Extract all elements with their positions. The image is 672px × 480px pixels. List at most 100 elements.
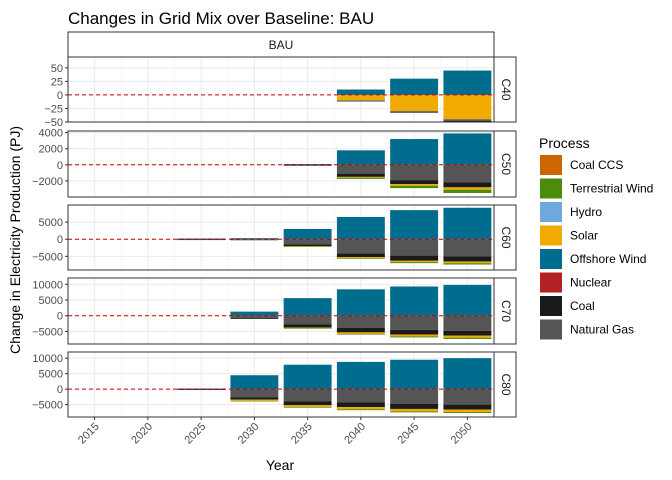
bar-offshore-wind-2050 bbox=[443, 70, 492, 95]
x-tick-label: 2045 bbox=[396, 421, 422, 447]
y-tick-label: 2000 bbox=[39, 144, 63, 156]
legend-label: Coal CCS bbox=[570, 158, 623, 172]
bar-offshore-wind-2030 bbox=[230, 311, 279, 316]
bar-offshore-wind-2050 bbox=[443, 358, 492, 390]
bar-coal-2045 bbox=[390, 404, 439, 409]
x-tick-label: 2030 bbox=[236, 421, 262, 447]
bar-coal-2030 bbox=[230, 317, 279, 319]
y-tick-label: 5000 bbox=[39, 295, 63, 307]
bar-coal-2045 bbox=[390, 255, 439, 261]
bar-coal-2035 bbox=[283, 401, 332, 406]
row-strip-label: C60 bbox=[499, 226, 513, 248]
bar-coal-2050 bbox=[443, 330, 492, 336]
row-strip-box bbox=[493, 204, 517, 271]
y-axis-title: Change in Electricity Production (PJ) bbox=[7, 126, 23, 354]
y-tick-label: 0 bbox=[57, 90, 63, 102]
bar-natural-gas-2040 bbox=[336, 389, 385, 403]
bar-offshore-wind-2045 bbox=[390, 359, 439, 390]
y-tick-label: −50 bbox=[44, 117, 63, 129]
y-tick-label: 0 bbox=[57, 311, 63, 323]
bar-offshore-wind-2030 bbox=[230, 238, 279, 240]
bar-coal-2025 bbox=[177, 389, 226, 390]
bar-terrestrial-wind-2045 bbox=[390, 262, 439, 264]
x-tick-label: 2025 bbox=[183, 421, 209, 447]
legend-swatch bbox=[540, 202, 562, 222]
legend-item-nuclear: Nuclear bbox=[540, 272, 611, 293]
bar-solar-2035 bbox=[283, 405, 332, 408]
legend-item-solar: Solar bbox=[540, 225, 598, 246]
y-tick-label: 0 bbox=[57, 160, 63, 172]
y-tick-label: 5000 bbox=[39, 369, 63, 381]
bar-natural-gas-2050 bbox=[443, 315, 492, 331]
row-strip-box bbox=[493, 130, 517, 198]
legend-label: Terrestrial Wind bbox=[570, 182, 653, 196]
legend-title: Process bbox=[539, 135, 590, 151]
bar-solar-2045 bbox=[390, 334, 439, 337]
legend-item-coal: Coal bbox=[540, 296, 595, 316]
x-axis: 2015 2020 2025 2030 2035 2040 2045 2050 bbox=[76, 417, 475, 446]
bar-natural-gas-2030 bbox=[230, 389, 279, 398]
bar-terrestrial-wind-2050 bbox=[443, 263, 492, 265]
bar-solar-2050 bbox=[443, 187, 492, 190]
row-strip-box bbox=[493, 56, 517, 123]
bar-offshore-wind-2040 bbox=[336, 150, 385, 165]
y-tick-label: −2000 bbox=[32, 176, 63, 188]
bar-solar-2040 bbox=[336, 94, 385, 101]
bar-natural-gas-2050 bbox=[443, 164, 492, 183]
bar-terrestrial-wind-2040 bbox=[336, 258, 385, 259]
bar-offshore-wind-2045 bbox=[390, 78, 439, 95]
bar-coal-2050 bbox=[443, 256, 492, 262]
legend-label: Hydro bbox=[570, 205, 602, 219]
bar-solar-2045 bbox=[390, 408, 439, 412]
bar-offshore-wind-2050 bbox=[443, 207, 492, 240]
x-tick-label: 2040 bbox=[342, 421, 368, 447]
bar-solar-2035 bbox=[283, 246, 332, 247]
bar-terrestrial-wind-2045 bbox=[390, 185, 439, 189]
bar-terrestrial-wind-2040 bbox=[336, 409, 385, 411]
bar-offshore-wind-2030 bbox=[230, 375, 279, 390]
bar-natural-gas-2040 bbox=[336, 164, 385, 174]
column-strip-label: BAU bbox=[269, 38, 294, 52]
bar-terrestrial-wind-2035 bbox=[283, 246, 332, 247]
legend: Process Coal CCS Terrestrial Wind Hydro Sol… bbox=[539, 135, 653, 340]
bar-natural-gas-2050 bbox=[443, 119, 492, 121]
bar-offshore-wind-2035 bbox=[283, 228, 332, 240]
bar-natural-gas-2045 bbox=[390, 315, 439, 330]
legend-label: Natural Gas bbox=[570, 323, 634, 337]
bar-terrestrial-wind-2035 bbox=[283, 407, 332, 408]
bar-natural-gas-2035 bbox=[283, 239, 332, 245]
bar-coal-2030 bbox=[230, 239, 279, 241]
bar-natural-gas-2045 bbox=[390, 389, 439, 404]
legend-item-coal-ccs: Coal CCS bbox=[540, 155, 623, 175]
bar-coal-2030 bbox=[230, 397, 279, 400]
bar-offshore-wind-2045 bbox=[390, 139, 439, 165]
legend-item-natural-gas: Natural Gas bbox=[540, 319, 634, 340]
row-strip-label: C40 bbox=[499, 78, 513, 100]
x-tick-label: 2020 bbox=[129, 421, 155, 447]
legend-label: Nuclear bbox=[570, 276, 611, 290]
bar-offshore-wind-2040 bbox=[336, 89, 385, 95]
bar-solar-2050 bbox=[443, 335, 492, 338]
bar-offshore-wind-2040 bbox=[336, 216, 385, 240]
bar-coal-2050 bbox=[443, 120, 492, 122]
bar-coal-2040 bbox=[336, 173, 385, 177]
bar-terrestrial-wind-2040 bbox=[336, 177, 385, 179]
bar-terrestrial-wind-2035 bbox=[283, 328, 332, 329]
legend-swatch bbox=[540, 249, 562, 269]
legend-swatch bbox=[540, 319, 562, 340]
x-tick-label: 2035 bbox=[289, 421, 315, 447]
bar-natural-gas-2030 bbox=[230, 315, 279, 318]
bar-offshore-wind-2035 bbox=[283, 364, 332, 390]
bar-coal-2050 bbox=[443, 182, 492, 188]
bar-coal-2040 bbox=[336, 100, 385, 102]
bar-offshore-wind-2050 bbox=[443, 133, 492, 165]
row-strip-box bbox=[493, 277, 517, 345]
bar-natural-gas-2035 bbox=[283, 389, 332, 402]
legend-swatch bbox=[540, 272, 562, 293]
bar-coal-2035 bbox=[283, 244, 332, 247]
bar-solar-2050 bbox=[443, 409, 492, 413]
legend-swatch bbox=[540, 178, 562, 199]
bar-offshore-wind-2040 bbox=[336, 289, 385, 316]
bar-offshore-wind-2050 bbox=[443, 284, 492, 316]
bar-solar-2045 bbox=[390, 184, 439, 186]
